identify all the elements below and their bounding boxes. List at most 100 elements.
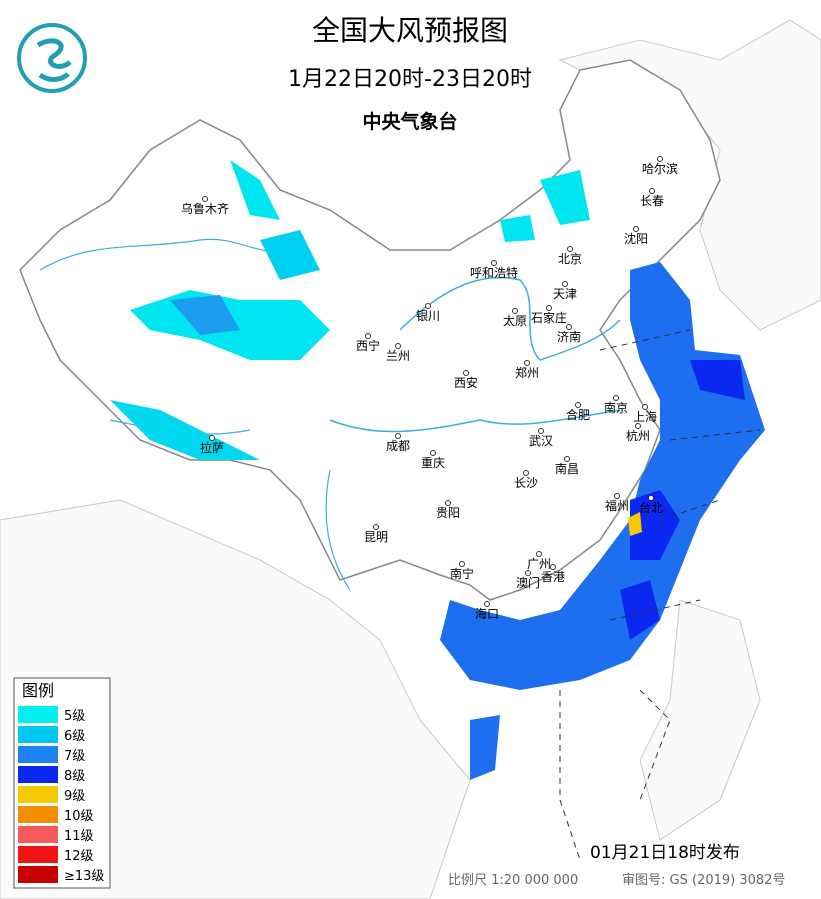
wind-areas [110, 160, 765, 780]
city-label: 重庆 [421, 456, 445, 470]
sea-boundary [559, 329, 761, 861]
city-label: 北京 [558, 252, 582, 266]
wind-area-7 [470, 715, 500, 780]
legend-label: 11级 [64, 829, 94, 844]
china-outline [19, 59, 721, 601]
wind-area-6 [170, 295, 240, 335]
legend-swatch [18, 806, 58, 823]
city-label: 杭州 [626, 428, 650, 443]
city-dot [657, 156, 663, 162]
logo-mark [36, 38, 72, 82]
wind-area-5 [260, 230, 320, 280]
wind-area-9 [628, 512, 642, 536]
legend-label: 10级 [64, 809, 94, 824]
city-dot [209, 435, 215, 441]
city-dot [491, 260, 497, 266]
legend-label: 8级 [64, 769, 85, 784]
city-dot [395, 343, 401, 349]
city-label: 武汉 [529, 434, 553, 448]
city-dot [525, 570, 531, 576]
city-dot [633, 226, 639, 232]
city-dot [523, 470, 529, 476]
city-dot [463, 370, 469, 376]
city-label: 天津 [553, 287, 577, 301]
neighbor-land [639, 599, 761, 841]
subtitle: 1月22日20时-23日20时 [288, 67, 532, 92]
city-label: 呼和浩特 [470, 265, 518, 280]
city-label: 香港 [541, 570, 565, 584]
city-label: 南宁 [450, 566, 474, 581]
city-dot [536, 551, 542, 557]
city-dot [373, 524, 379, 530]
city-label: 长沙 [514, 476, 538, 490]
legend-swatch [18, 746, 58, 763]
legend-swatch [18, 706, 58, 723]
city-label: 上海 [633, 409, 657, 424]
legend: 5级 6级 7级 8级 9级 10级 11级 12级 ≥13级 [18, 706, 104, 884]
wind-area-5 [500, 215, 535, 242]
city-dot [566, 324, 572, 330]
legend-label: 7级 [64, 749, 85, 764]
wind-area-5 [230, 160, 280, 220]
city-dot [614, 493, 620, 499]
scale: 比例尺 1:20 000 000 [448, 873, 578, 888]
city-dot [202, 196, 208, 202]
city-dot [648, 495, 654, 501]
river [399, 276, 621, 361]
city-dot [564, 456, 570, 462]
wind-area-7 [440, 262, 765, 690]
legend-label: 12级 [64, 849, 94, 864]
legend-swatch [18, 866, 58, 883]
legend-label: ≥13级 [64, 869, 104, 884]
city-dot [642, 404, 648, 410]
city-dot [365, 333, 371, 339]
city-dot [649, 188, 655, 194]
publish-time: 01月21日18时发布 [590, 843, 740, 863]
river [39, 238, 301, 271]
city-label: 长春 [640, 194, 664, 208]
city-dot [538, 428, 544, 434]
legend-label: 9级 [64, 789, 85, 804]
city-dot [430, 450, 436, 456]
city-label: 成都 [386, 439, 410, 453]
city-label: 南昌 [555, 461, 579, 476]
city-label: 西安 [454, 375, 478, 390]
city-dot [445, 500, 451, 506]
city-dot [562, 281, 568, 287]
city-dot [567, 246, 573, 252]
map-number: 审图号: GS (2019) 3082号 [622, 873, 785, 888]
legend-swatch [18, 786, 58, 803]
wind-area-8 [690, 360, 745, 400]
city-dot [524, 360, 530, 366]
city-label: 拉萨 [200, 440, 224, 455]
city-label: 南京 [604, 400, 628, 415]
legend-swatch [18, 826, 58, 843]
wind-area-8 [630, 490, 680, 560]
city-label: 福州 [605, 498, 629, 513]
city-label: 兰州 [386, 349, 410, 363]
city-label: 郑州 [515, 365, 539, 380]
city-label: 昆明 [364, 530, 388, 544]
city-label: 台北 [639, 500, 663, 515]
city-label: 银川 [416, 309, 440, 323]
wind-area-5 [540, 170, 590, 225]
city-label: 沈阳 [624, 231, 648, 246]
city-label: 石家庄 [531, 310, 567, 325]
city-dot [395, 433, 401, 439]
neighbor-land [0, 499, 471, 899]
city-dot [484, 601, 490, 607]
city-dot [546, 305, 552, 311]
city-label: 澳门 [516, 575, 540, 590]
city-label: 西宁 [356, 338, 380, 353]
city-dot [459, 561, 465, 567]
city-dot [613, 395, 619, 401]
city-dot [512, 308, 518, 314]
legend-swatch [18, 846, 58, 863]
city-label: 海口 [475, 606, 499, 621]
title: 全国大风预报图 [312, 14, 508, 47]
city-label: 贵阳 [436, 506, 460, 520]
city-dot [550, 564, 556, 570]
legend-label: 6级 [64, 729, 85, 744]
